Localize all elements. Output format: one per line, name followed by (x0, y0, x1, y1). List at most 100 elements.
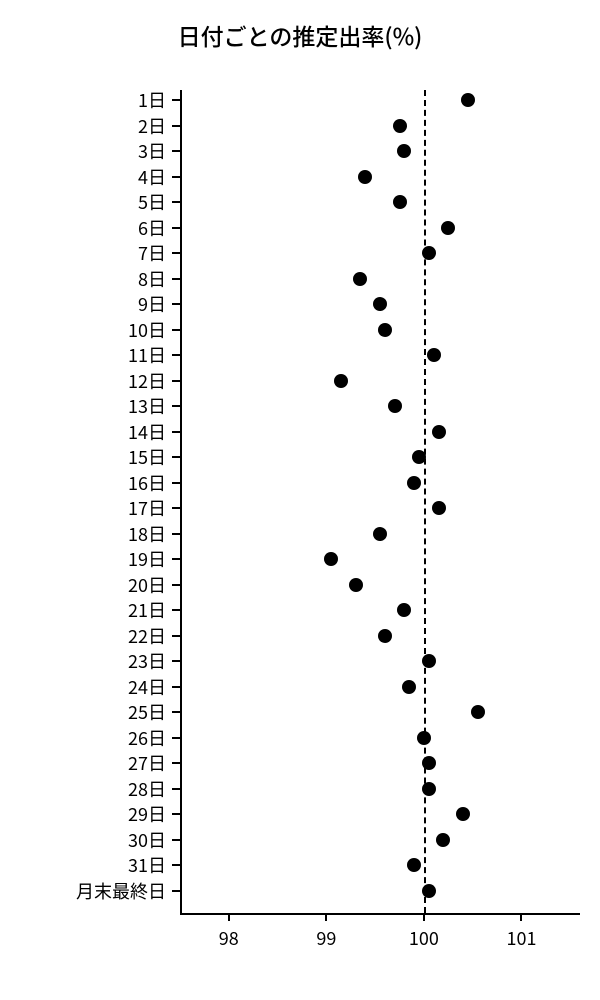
y-tick (172, 125, 180, 127)
data-point (407, 476, 421, 490)
data-point (422, 654, 436, 668)
y-tick (172, 482, 180, 484)
data-point (378, 629, 392, 643)
data-point (441, 221, 455, 235)
data-point (353, 272, 367, 286)
plot-area: 1日2日3日4日5日6日7日8日9日10日11日12日13日14日15日16日1… (180, 90, 580, 940)
y-tick (172, 201, 180, 203)
y-tick (172, 558, 180, 560)
data-point (456, 807, 470, 821)
y-tick (172, 584, 180, 586)
y-tick (172, 176, 180, 178)
x-tick-label: 99 (316, 925, 336, 951)
y-tick-label: 4日 (138, 164, 166, 190)
x-tick (325, 913, 327, 921)
data-point (412, 450, 426, 464)
data-point (393, 119, 407, 133)
y-tick (172, 864, 180, 866)
y-tick-label: 2日 (138, 113, 166, 139)
y-tick (172, 303, 180, 305)
data-point (393, 195, 407, 209)
y-tick (172, 890, 180, 892)
y-tick (172, 150, 180, 152)
y-tick-label: 13日 (128, 393, 166, 419)
y-tick-label: 14日 (128, 419, 166, 445)
y-tick (172, 405, 180, 407)
y-tick-label: 29日 (128, 801, 166, 827)
y-tick-label: 1日 (138, 87, 166, 113)
y-axis (180, 90, 182, 913)
y-tick (172, 635, 180, 637)
y-tick-label: 22日 (128, 623, 166, 649)
y-tick (172, 737, 180, 739)
x-tick (423, 913, 425, 921)
y-tick-label: 25日 (128, 699, 166, 725)
y-tick-label: 19日 (128, 546, 166, 572)
y-tick-label: 26日 (128, 725, 166, 751)
y-tick (172, 813, 180, 815)
y-tick (172, 99, 180, 101)
y-tick-label: 27日 (128, 750, 166, 776)
data-point (432, 425, 446, 439)
x-tick (228, 913, 230, 921)
data-point (422, 756, 436, 770)
data-point (417, 731, 431, 745)
data-point (324, 552, 338, 566)
y-tick-label: 8日 (138, 266, 166, 292)
data-point (471, 705, 485, 719)
y-tick-label: 16日 (128, 470, 166, 496)
y-tick (172, 609, 180, 611)
y-tick (172, 354, 180, 356)
y-tick-label: 18日 (128, 521, 166, 547)
data-point (349, 578, 363, 592)
data-point (422, 782, 436, 796)
data-point (334, 374, 348, 388)
y-tick-label: 3日 (138, 138, 166, 164)
y-tick-label: 30日 (128, 827, 166, 853)
data-point (373, 297, 387, 311)
y-tick-label: 17日 (128, 495, 166, 521)
y-tick-label: 23日 (128, 648, 166, 674)
y-tick (172, 456, 180, 458)
data-point (422, 884, 436, 898)
y-tick (172, 533, 180, 535)
y-tick (172, 507, 180, 509)
y-tick-label: 31日 (128, 852, 166, 878)
data-point (388, 399, 402, 413)
y-tick (172, 227, 180, 229)
y-tick-label: 5日 (138, 189, 166, 215)
y-tick-label: 9日 (138, 291, 166, 317)
y-tick (172, 252, 180, 254)
y-tick (172, 762, 180, 764)
chart-title: 日付ごとの推定出率(%) (0, 18, 600, 52)
y-tick-label: 10日 (128, 317, 166, 343)
chart-container: 日付ごとの推定出率(%) 1日2日3日4日5日6日7日8日9日10日11日12日… (0, 0, 600, 1000)
y-tick (172, 278, 180, 280)
data-point (461, 93, 475, 107)
y-tick-label: 7日 (138, 240, 166, 266)
y-tick (172, 660, 180, 662)
y-tick-label: 6日 (138, 215, 166, 241)
y-tick (172, 788, 180, 790)
y-tick (172, 686, 180, 688)
y-tick-label: 12日 (128, 368, 166, 394)
y-tick (172, 839, 180, 841)
data-point (432, 501, 446, 515)
data-point (397, 603, 411, 617)
y-tick (172, 329, 180, 331)
y-tick (172, 380, 180, 382)
data-point (427, 348, 441, 362)
x-tick-label: 101 (506, 925, 536, 951)
y-tick-label: 月末最終日 (76, 878, 166, 904)
y-tick-label: 20日 (128, 572, 166, 598)
y-tick (172, 711, 180, 713)
y-tick-label: 28日 (128, 776, 166, 802)
data-point (378, 323, 392, 337)
x-tick-label: 100 (409, 925, 439, 951)
data-point (407, 858, 421, 872)
data-point (402, 680, 416, 694)
data-point (397, 144, 411, 158)
y-tick-label: 21日 (128, 597, 166, 623)
data-point (436, 833, 450, 847)
data-point (373, 527, 387, 541)
